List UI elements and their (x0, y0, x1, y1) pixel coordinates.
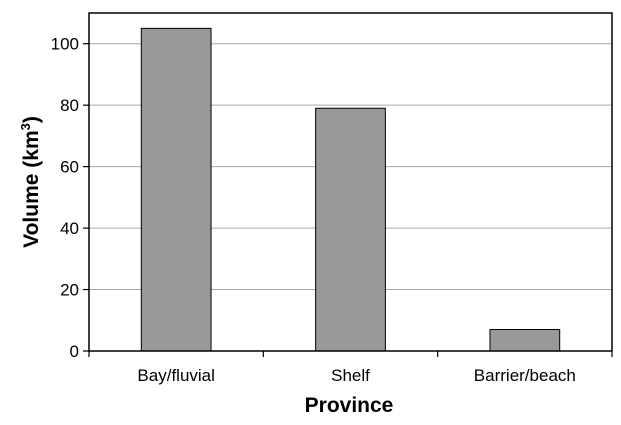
y-tick-label: 0 (70, 342, 79, 361)
y-axis-title-end: ) (20, 116, 43, 123)
bar-barrier-beach (489, 328, 561, 352)
x-axis-ticks: Bay/fluvial Shelf Barrier/beach (88, 351, 613, 385)
y-tick-label: 60 (60, 158, 79, 177)
y-axis-title-sup: 3 (18, 123, 33, 130)
x-tick-label: Bay/fluvial (137, 366, 214, 385)
y-tick-label: 20 (60, 281, 79, 300)
bars (140, 27, 561, 352)
y-tick-label: 40 (60, 219, 79, 238)
plot-frame (88, 12, 613, 352)
x-axis-title: Province (305, 394, 394, 417)
bar-bay-fluvial (140, 27, 212, 352)
y-axis-ticks: 0 20 40 60 80 100 (51, 35, 89, 361)
y-axis-title-main: Volume (km (20, 130, 43, 247)
x-tick-label: Barrier/beach (474, 366, 576, 385)
y-tick-label: 80 (60, 96, 79, 115)
x-tick-label: Shelf (331, 366, 370, 385)
y-axis-title: Volume (km3) (18, 116, 43, 248)
y-tick-label: 100 (51, 35, 79, 54)
bar-shelf (315, 107, 386, 352)
